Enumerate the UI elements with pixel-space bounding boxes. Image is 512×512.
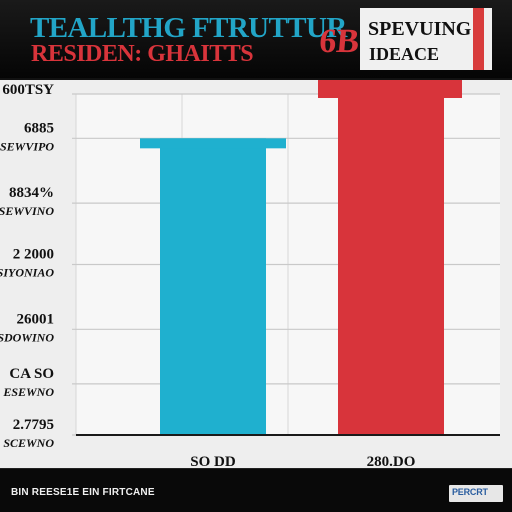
y-tick-label: CA SO xyxy=(9,366,54,382)
badge: 6B xyxy=(317,23,361,60)
y-tick-sublabel: SIYONIAO xyxy=(0,266,54,280)
y-tick-sublabel: SDOWINO xyxy=(0,330,54,344)
y-tick-sublabel: SEWVIPO xyxy=(0,139,54,153)
bar-chart: 600TSY 6885 SEWVIPO 8834% SEWVINO 2 2000 SIYON… xyxy=(0,80,512,468)
footer-logo: PERCRT xyxy=(449,485,503,502)
y-tick-label: 8834% xyxy=(9,185,54,201)
chart-title-line1: TEALLTHG FTRUTTUR xyxy=(30,12,347,44)
footer-bar: BIN REESE1E EIN FIRTCANE PERCRT xyxy=(0,468,512,512)
y-tick-label: 6885 xyxy=(24,120,54,136)
footer-logo-text: PERCRT xyxy=(452,487,488,497)
bar-blue-cap xyxy=(140,138,286,149)
footer-text: BIN REESE1E EIN FIRTCANE xyxy=(11,487,155,498)
bar-red xyxy=(338,94,444,435)
side-panel-accent xyxy=(473,8,484,70)
side-panel-line2: IDEACE xyxy=(369,44,440,64)
side-panel-line1: SPEVUING xyxy=(368,18,472,40)
header-banner: TEALLTHG FTRUTTUR RESIDEN: GHAITTS 6B SP… xyxy=(0,0,512,78)
bar-blue xyxy=(160,138,266,435)
y-tick-sublabel: ESEWNO xyxy=(2,385,54,399)
bar-red-cap xyxy=(318,80,462,98)
chart-area: 600TSY 6885 SEWVIPO 8834% SEWVINO 2 2000 SIYON… xyxy=(0,80,512,468)
y-tick-label: 2 2000 xyxy=(13,247,54,263)
x-tick-label: 280.DO xyxy=(367,454,416,468)
y-tick-label: 26001 xyxy=(17,311,55,327)
y-tick-sublabel: SCEWNO xyxy=(3,436,54,450)
y-tick-label: 600TSY xyxy=(2,82,54,98)
y-tick-label: 2.7795 xyxy=(13,417,54,433)
chart-title-line2: RESIDEN: GHAITTS xyxy=(31,41,254,67)
y-tick-sublabel: SEWVINO xyxy=(0,204,54,218)
x-tick-label: SO DD xyxy=(190,454,236,468)
side-panel: SPEVUING IDEACE xyxy=(360,8,492,70)
